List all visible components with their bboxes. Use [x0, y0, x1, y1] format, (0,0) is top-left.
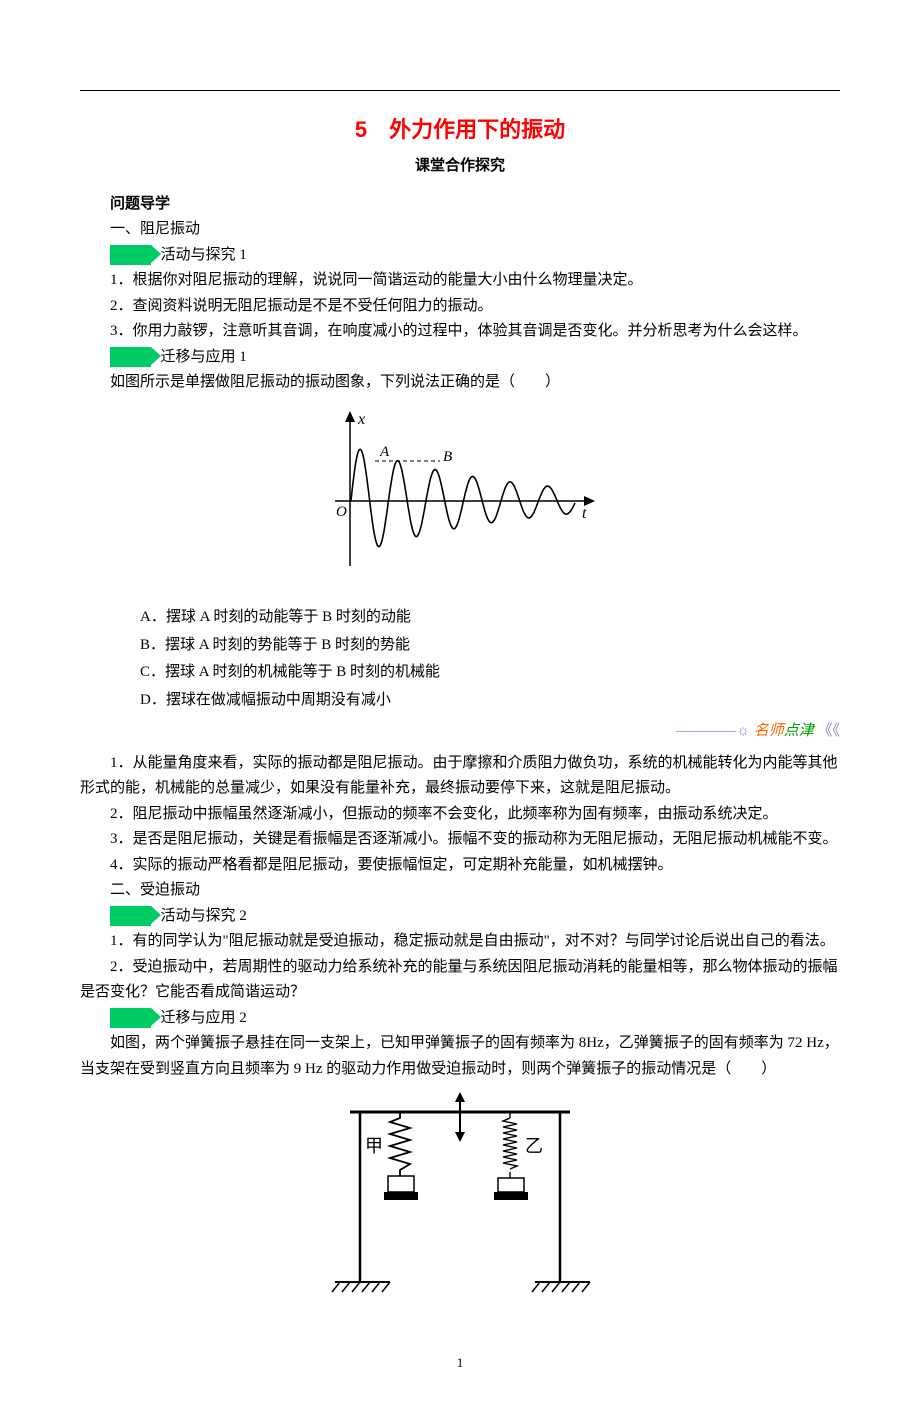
part1-heading: 一、阻尼振动 — [80, 217, 840, 243]
q1-3: 3．你用力敲锣，注意听其音调，在响度减小的过程中，体验其音调是否变化。并分析思考… — [80, 319, 840, 345]
q1-1: 1．根据你对阻尼振动的理解，说说同一简谐运动的能量大小由什么物理量决定。 — [80, 268, 840, 294]
activity-1-label: 活动与探究 1 — [161, 247, 247, 263]
transfer-2: 迁移与应用 2 — [80, 1006, 840, 1032]
q2-2: 2．受迫振动中，若周期性的驱动力给系统补充的能量与系统因阻尼振动消耗的能量相等，… — [80, 955, 840, 1006]
arrow-icon — [110, 347, 151, 367]
svg-text:x: x — [357, 411, 365, 428]
top-rule — [80, 90, 840, 91]
q2-1: 1．有的同学认为"阻尼振动就是受迫振动，稳定振动就是自由振动"，对不对？与同学讨… — [80, 929, 840, 955]
transfer-1-q: 如图所示是单摆做阻尼振动的振动图象，下列说法正确的是（ ） — [80, 370, 840, 396]
svg-text:B: B — [443, 449, 452, 465]
section-head: 问题导学 — [80, 192, 840, 218]
damped-wave-figure: x t O A B — [80, 406, 840, 596]
arrow-icon — [110, 906, 151, 926]
svg-text:O: O — [336, 504, 347, 520]
transfer-2-q: 如图，两个弹簧振子悬挂在同一支架上，已知甲弹簧振子的固有频率为 8Hz，乙弹簧振… — [80, 1031, 840, 1082]
divider-suffix: 《《 — [817, 723, 840, 739]
arrow-icon — [110, 245, 151, 265]
svg-text:t: t — [582, 505, 587, 522]
svg-text:乙: 乙 — [525, 1136, 543, 1156]
note-2: 2．阻尼振动中振幅虽然逐渐减小，但振动的频率不会变化，此频率称为固有频率，由振动… — [80, 802, 840, 828]
note-3: 3．是否是阻尼振动，关键是看振幅是否逐渐减小。振幅不变的振动称为无阻尼振动，无阻… — [80, 827, 840, 853]
jin-label: 点津 — [784, 723, 814, 739]
part2-heading: 二、受迫振动 — [80, 878, 840, 904]
transfer-1-label: 迁移与应用 1 — [161, 349, 247, 365]
mingshi-label: 名师 — [754, 723, 784, 739]
option-list: A．摆球 A 时刻的动能等于 B 时刻的动能 B．摆球 A 时刻的势能等于 B … — [140, 605, 840, 713]
option-c: C．摆球 A 时刻的机械能等于 B 时刻的机械能 — [140, 660, 840, 686]
activity-1: 活动与探究 1 — [80, 243, 840, 269]
spring-figure: 甲 乙 — [80, 1092, 840, 1312]
divider-dash: ———— — [676, 723, 736, 739]
damped-wave-svg: x t O A B — [320, 406, 600, 586]
page-number: 1 — [80, 1352, 840, 1374]
svg-text:A: A — [379, 444, 390, 460]
subtitle: 课堂合作探究 — [80, 154, 840, 180]
q1-2: 2．查阅资料说明无阻尼振动是不是不受任何阻力的振动。 — [80, 294, 840, 320]
option-a: A．摆球 A 时刻的动能等于 B 时刻的动能 — [140, 605, 840, 631]
note-divider: ————☼ 名师点津 《《 — [80, 719, 840, 745]
svg-text:甲: 甲 — [365, 1136, 383, 1156]
arrow-icon — [110, 1008, 151, 1028]
transfer-2-label: 迁移与应用 2 — [161, 1010, 247, 1026]
page-title: 5 外力作用下的振动 — [80, 111, 840, 148]
spring-svg: 甲 乙 — [310, 1092, 610, 1302]
activity-2-label: 活动与探究 2 — [161, 908, 247, 924]
transfer-1: 迁移与应用 1 — [80, 345, 840, 371]
note-1: 1．从能量角度来看，实际的振动都是阻尼振动。由于摩擦和介质阻力做负功，系统的机械… — [80, 751, 840, 802]
option-d: D．摆球在做减幅振动中周期没有减小 — [140, 688, 840, 714]
note-4: 4．实际的振动严格看都是阻尼振动，要使振幅恒定，可定期补充能量，如机械摆钟。 — [80, 853, 840, 879]
activity-2: 活动与探究 2 — [80, 904, 840, 930]
option-b: B．摆球 A 时刻的势能等于 B 时刻的势能 — [140, 633, 840, 659]
